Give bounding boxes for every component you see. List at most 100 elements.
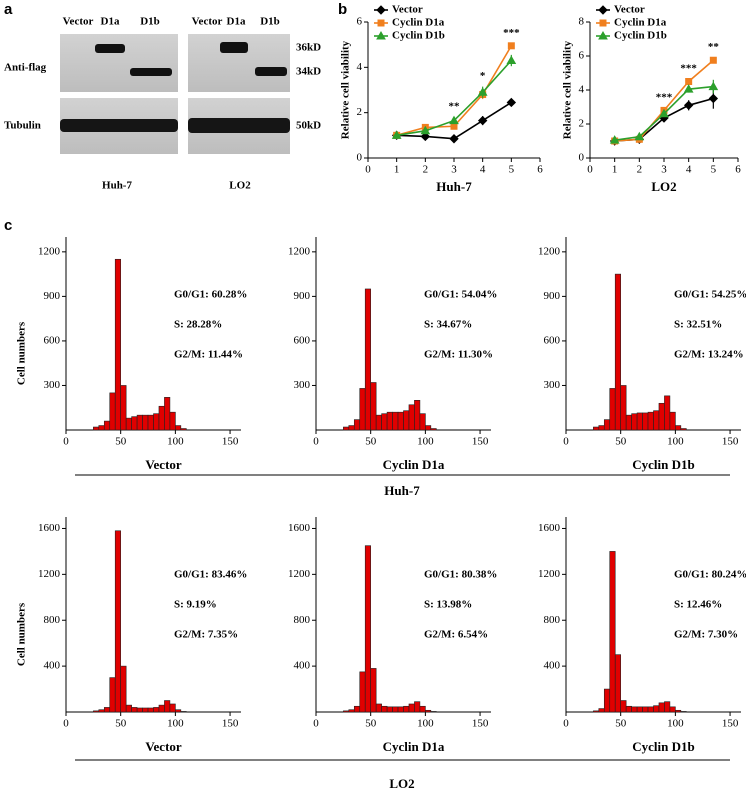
histogram-bar [675,425,682,431]
legend-marker [376,5,386,15]
x-tick-label: 5 [711,164,717,176]
blot-band [60,119,178,132]
significance: *** [680,62,697,74]
histogram-bar [375,703,382,713]
histogram-bar [425,709,432,713]
histogram-bar [343,426,350,431]
y-tick-label: 0 [579,152,585,164]
lane-label: D1b [260,16,280,28]
y-tick-label: 6 [357,16,363,28]
y-tick-label: 1200 [538,245,561,257]
histogram-bar [598,425,605,431]
histogram-bar [153,413,160,431]
y-tick-label: 0 [357,152,363,164]
marker [391,130,402,139]
histogram-bar [680,428,687,431]
panel-label: c [4,217,12,234]
legend-marker [598,5,608,15]
histogram-bar [625,414,632,431]
histogram-bar [658,402,665,431]
marker [450,122,458,130]
histogram-bar [603,419,611,431]
histogram-bar [397,706,404,713]
phase-stat: S: 12.46% [674,599,722,611]
x-tick-label: 150 [472,718,489,730]
marker [477,115,488,126]
histogram-bar [180,428,187,431]
x-axis-label: Cyclin D1a [383,739,445,754]
x-tick-label: 150 [722,718,739,730]
x-tick-label: 50 [365,718,377,730]
histogram-bar [164,700,171,713]
marker [685,78,693,85]
histogram-bar [370,668,377,713]
marker [683,100,694,111]
legend-marker [599,19,607,27]
x-tick-label: 150 [472,436,489,448]
legend-marker [376,30,386,40]
histogram-bar [142,414,149,431]
histogram-bar [370,382,377,431]
phase-stat: S: 13.98% [424,599,472,611]
histogram-bar [147,707,154,713]
phase-stat: S: 34.67% [424,319,472,331]
phase-stat: G0/G1: 83.46% [174,569,247,581]
legend-marker [377,19,385,27]
x-tick-label: 100 [167,436,184,448]
histogram-bar [175,425,182,431]
marker [506,55,517,65]
histogram-bar [593,426,600,431]
histogram-bar [120,385,127,431]
x-tick-label: 0 [313,718,319,730]
phase-stat: S: 9.19% [174,599,217,611]
histogram-bar [647,706,654,713]
x-axis-label: Cyclin D1b [632,739,694,754]
histogram-bar [169,411,176,431]
y-tick-label: 1200 [38,568,61,580]
group-label: Huh-7 [384,483,420,498]
y-tick-label: 2 [357,106,363,118]
y-tick-label: 6 [579,50,585,62]
y-axis-label: Relative cell viability [340,40,352,139]
histogram-bar [359,671,366,713]
legend-label: Cyclin D1a [392,17,445,29]
y-tick-label: 300 [294,379,311,391]
y-axis-label: Relative cell viability [562,40,574,139]
histogram-bar [598,708,605,713]
histogram-bar [131,707,138,713]
histogram-bar [109,392,116,431]
y-tick-label: 600 [544,334,561,346]
x-tick-label: 2 [637,164,643,176]
x-tick-label: 0 [313,436,319,448]
size-label: 34kD [296,66,321,78]
histogram-bar [353,705,361,713]
x-tick-label: 3 [451,164,457,176]
histogram-bar [381,705,388,713]
histogram-bar [614,273,621,431]
histogram-bar [392,706,399,713]
marker [709,56,717,64]
x-tick-label: 6 [537,164,543,176]
histogram-bar [653,705,660,713]
y-tick-label: 900 [294,290,311,302]
phase-stat: S: 28.28% [174,319,222,331]
y-tick-label: 1600 [288,522,311,534]
histogram-bar [414,400,421,431]
histogram-bar [625,705,632,713]
histogram-bar [142,707,149,713]
histogram-bar [375,414,382,431]
cell-line-label: LO2 [229,180,251,192]
x-axis-label: LO2 [651,179,676,194]
y-tick-label: 900 [44,290,61,302]
phase-stat: G2/M: 11.44% [174,349,243,361]
histogram-bar [136,707,143,713]
x-tick-label: 3 [661,164,667,176]
histogram-bar [364,545,371,713]
y-tick-label: 4 [579,84,585,96]
histogram-bar [381,413,388,431]
panel-label: b [338,1,347,18]
x-tick-label: 50 [615,718,627,730]
histogram-bar [114,258,121,431]
histogram-bar [430,711,437,713]
